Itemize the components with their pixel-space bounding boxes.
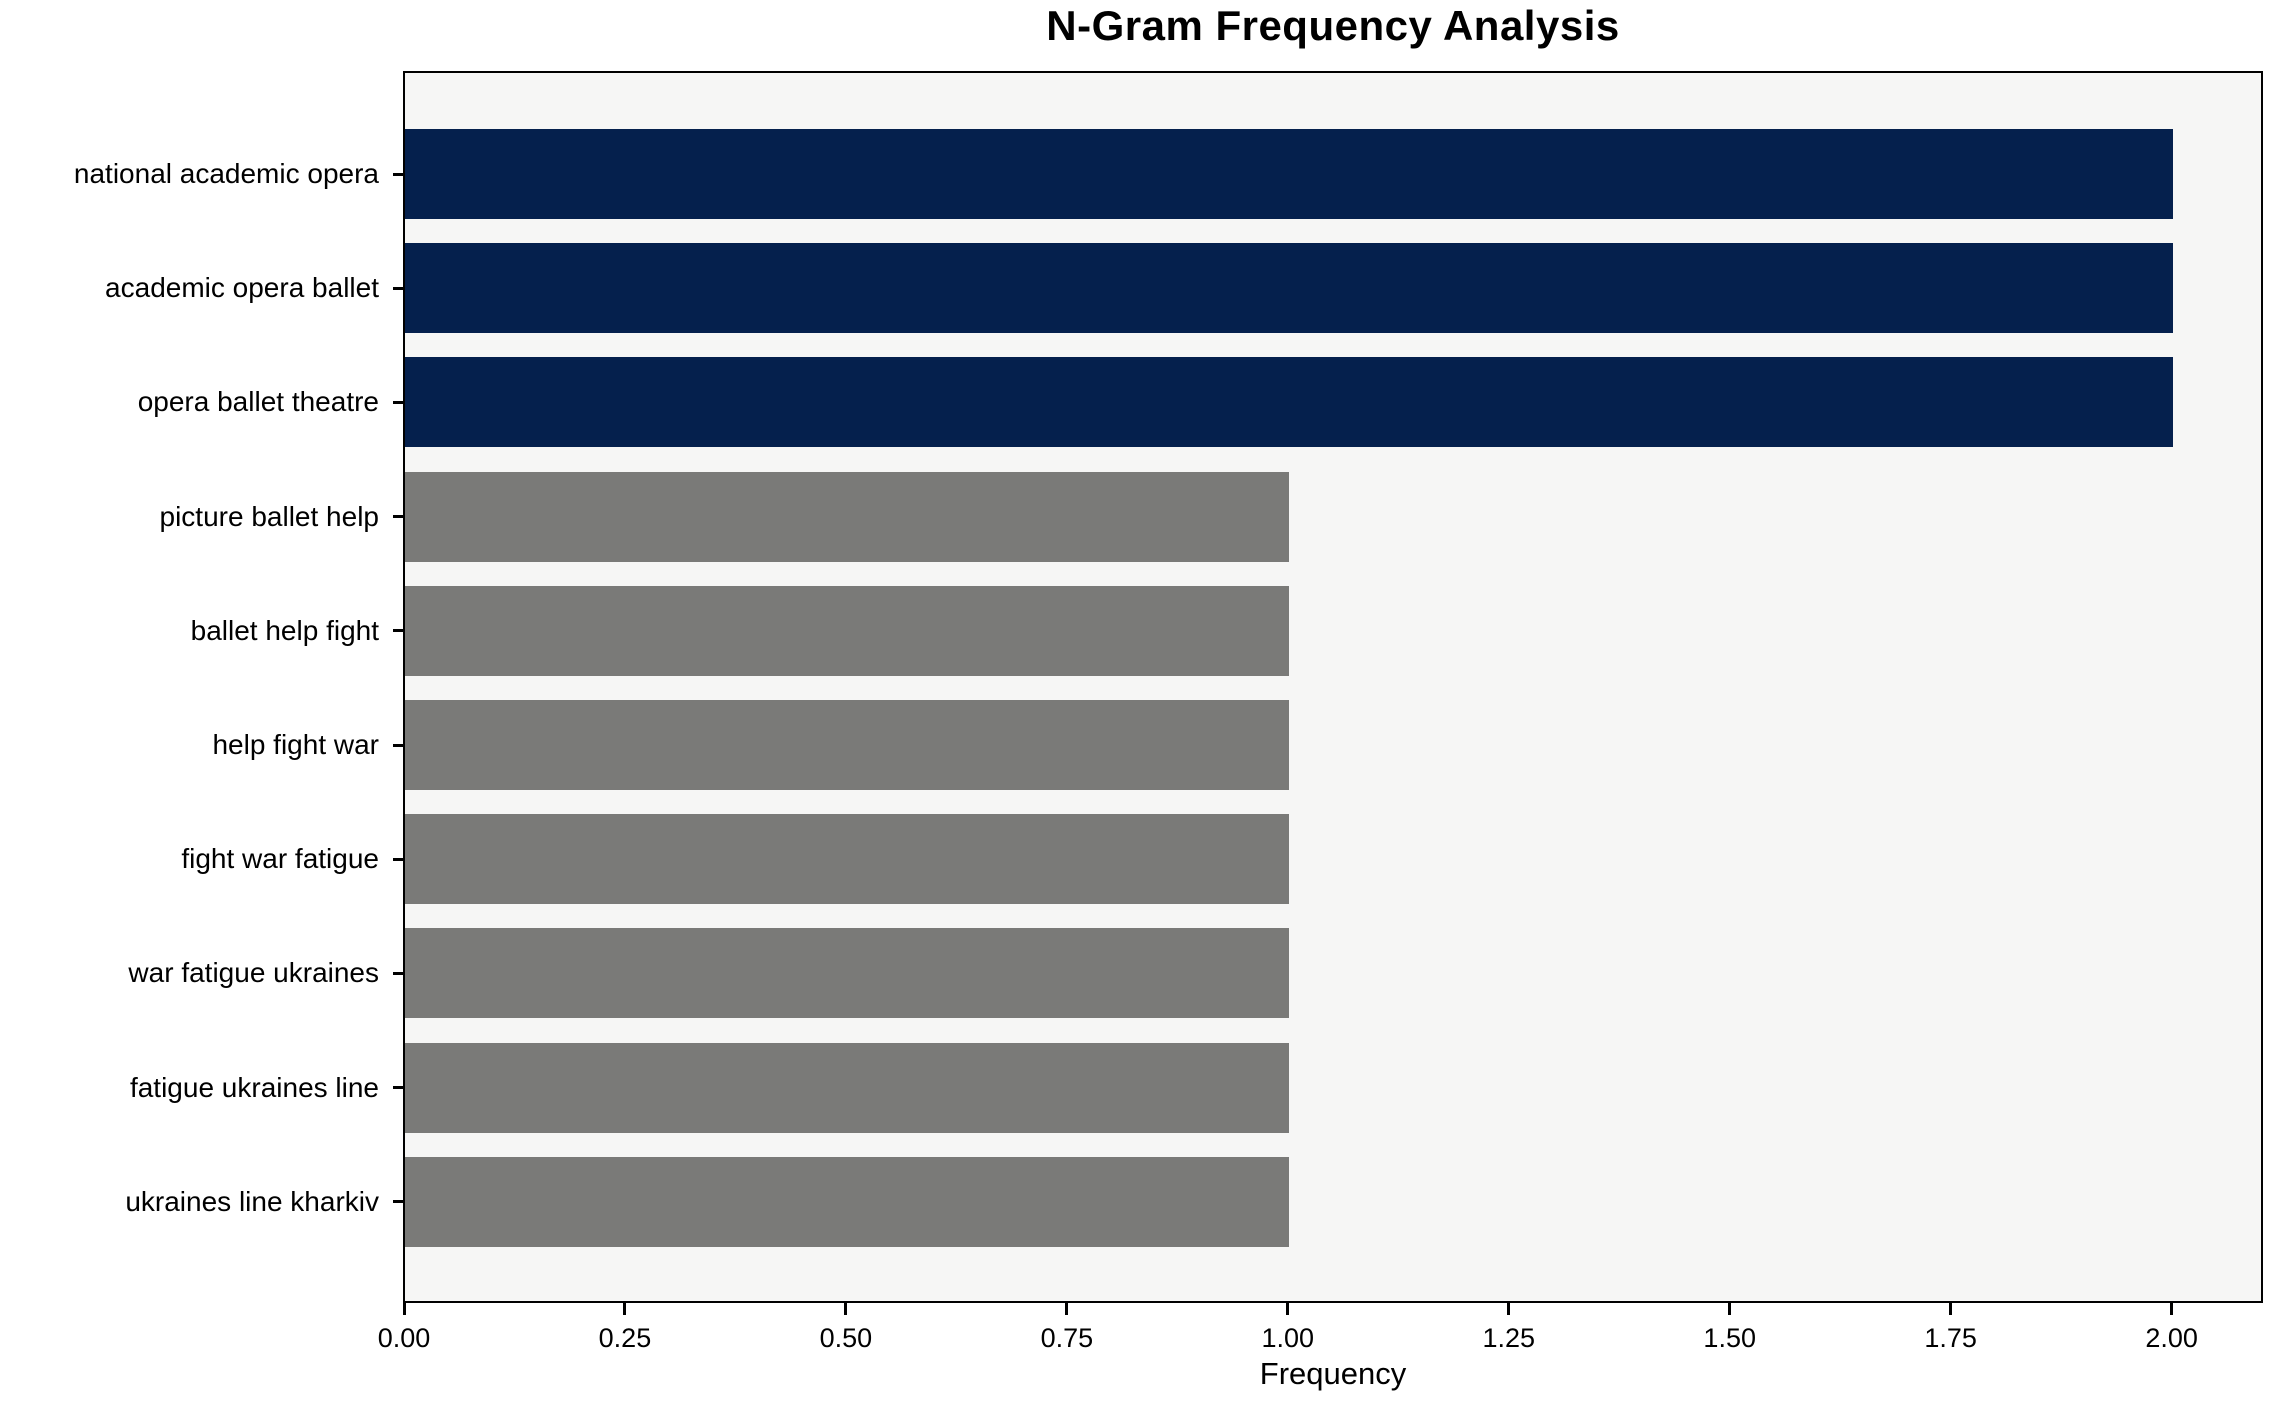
bar — [405, 814, 1289, 905]
x-tick-mark — [2170, 1303, 2174, 1315]
y-tick-label: national academic opera — [73, 158, 379, 189]
bar — [405, 471, 1289, 562]
chart-title: N-Gram Frequency Analysis — [1046, 2, 1620, 49]
x-tick-label: 0.00 — [377, 1323, 431, 1353]
x-tick-mark — [1286, 1303, 1290, 1315]
y-tick-mark — [393, 286, 403, 290]
bar — [405, 243, 2173, 334]
y-tick-label: opera ballet theatre — [137, 386, 379, 418]
x-tick-mark — [1065, 1303, 1069, 1315]
x-tick-mark — [402, 1303, 406, 1315]
x-tick-mark — [1728, 1303, 1732, 1315]
y-tick-label: war fatigue ukraines — [128, 957, 379, 989]
bar — [405, 1156, 1289, 1247]
y-tick-label: ballet help fight — [190, 614, 379, 646]
x-tick-label: 0.25 — [598, 1323, 652, 1353]
x-tick-label: 1.75 — [1924, 1323, 1977, 1353]
x-tick-label: 1.00 — [1261, 1323, 1315, 1353]
y-tick-label: ukraines line kharkiv — [125, 1185, 379, 1217]
bar — [405, 928, 1289, 1019]
y-tick-mark — [393, 515, 403, 519]
y-tick-mark — [393, 400, 403, 404]
y-tick-label: fatigue ukraines line — [129, 1071, 379, 1103]
x-tick-mark — [1949, 1303, 1953, 1315]
bar — [405, 585, 1289, 676]
y-tick-label: fight war fatigue — [181, 843, 379, 875]
bar — [405, 129, 2173, 219]
x-tick-label: 0.75 — [1040, 1323, 1094, 1353]
y-tick-mark — [393, 629, 403, 633]
y-tick-mark — [393, 743, 403, 747]
bar — [405, 1042, 1289, 1133]
y-tick-mark — [393, 1086, 403, 1090]
y-tick-mark — [393, 971, 403, 975]
y-tick-label: academic opera ballet — [105, 272, 379, 304]
y-tick-mark — [393, 1200, 403, 1204]
x-axis-label: Frequency — [1259, 1356, 1407, 1391]
x-tick-label: 1.25 — [1482, 1323, 1536, 1353]
bar — [405, 357, 2173, 448]
y-tick-label: picture ballet help — [159, 500, 379, 532]
x-tick-label: 1.50 — [1703, 1323, 1756, 1353]
x-tick-mark — [623, 1303, 627, 1315]
y-tick-mark — [393, 172, 403, 176]
x-tick-mark — [844, 1303, 848, 1315]
y-tick-label: help fight war — [212, 729, 379, 760]
x-tick-label: 0.50 — [819, 1323, 873, 1353]
x-tick-mark — [1507, 1303, 1511, 1315]
x-tick-label: 2.00 — [2145, 1323, 2198, 1353]
bar — [405, 700, 1289, 790]
y-tick-mark — [393, 857, 403, 861]
